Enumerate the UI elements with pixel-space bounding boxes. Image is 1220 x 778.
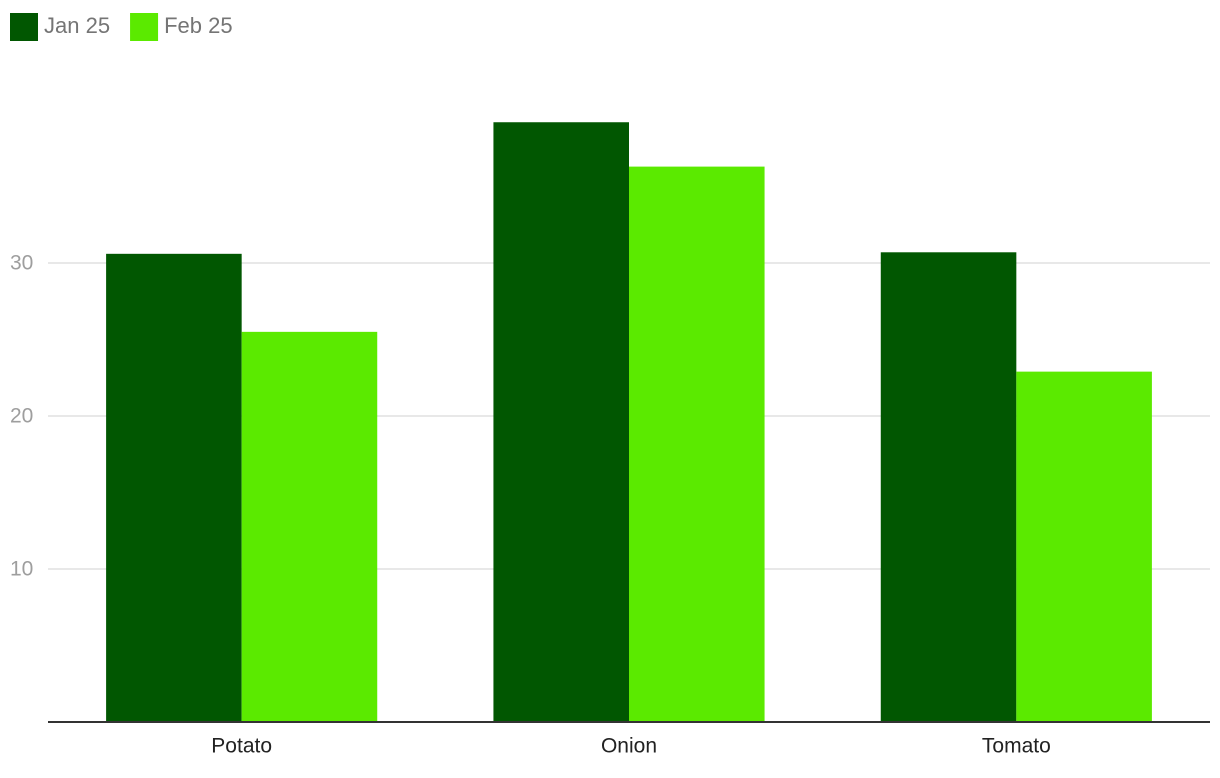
bar [493, 122, 629, 723]
bar [1016, 371, 1152, 722]
y-tick-label: 20 [10, 405, 33, 428]
x-tick-label: Tomato [982, 735, 1051, 758]
x-tick-label: Potato [211, 735, 272, 758]
x-tick-label: Onion [601, 735, 657, 758]
legend-label: Jan 25 [44, 13, 110, 38]
y-tick-label: 10 [10, 558, 33, 581]
legend-label: Feb 25 [164, 13, 233, 38]
y-tick-label: 30 [10, 252, 33, 275]
legend-swatch [10, 13, 38, 41]
bar [880, 252, 1017, 723]
legend-swatch [130, 13, 159, 41]
bar [106, 253, 242, 722]
bar [241, 331, 378, 722]
bar [629, 166, 765, 723]
